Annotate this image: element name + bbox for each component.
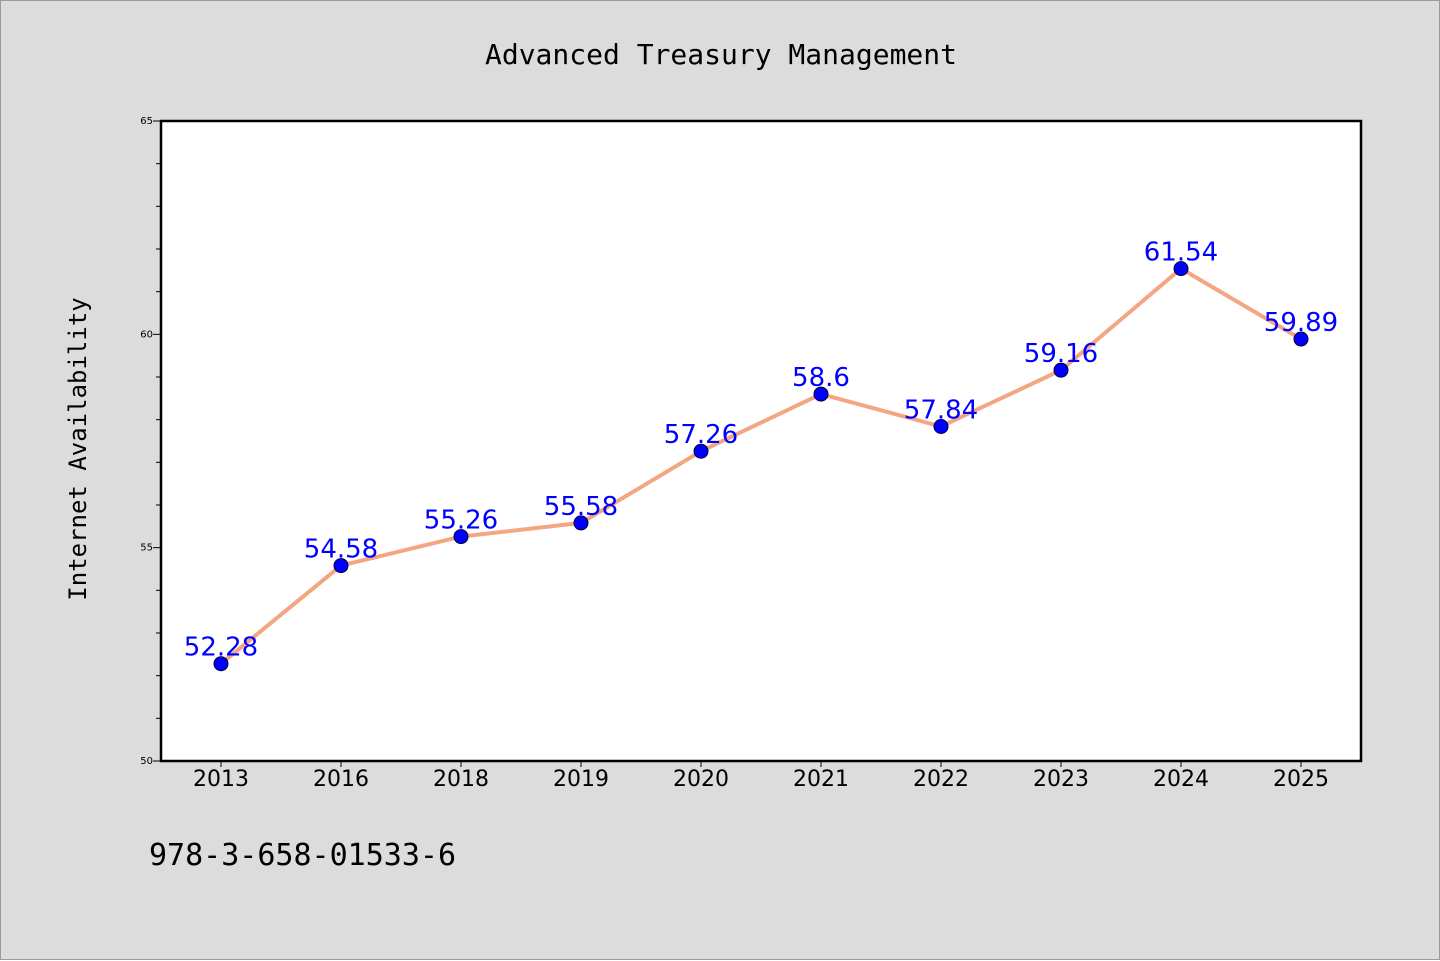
series-layer bbox=[213, 261, 1309, 672]
data-point bbox=[1173, 261, 1189, 277]
x-axis: 2013 2016 2018 2019 2020 2021 2022 2023 2024 2025 bbox=[193, 761, 1329, 792]
data-point bbox=[1293, 331, 1309, 347]
data-point bbox=[693, 443, 709, 459]
x-tick-label: 2022 bbox=[913, 767, 969, 792]
data-point bbox=[1053, 362, 1069, 378]
data-label: 52.28 bbox=[184, 633, 258, 663]
x-tick-label: 2019 bbox=[553, 767, 609, 792]
data-point bbox=[213, 656, 229, 672]
x-tick-label: 2018 bbox=[433, 767, 489, 792]
data-point bbox=[453, 529, 469, 545]
x-tick-label: 2025 bbox=[1273, 767, 1329, 792]
data-label: 57.84 bbox=[904, 395, 978, 425]
data-label: 54.58 bbox=[304, 535, 378, 565]
y-tick-label: 65 bbox=[140, 116, 153, 127]
y-tick-label: 55 bbox=[140, 543, 153, 554]
data-label: 61.54 bbox=[1144, 238, 1218, 268]
x-tick-label: 2021 bbox=[793, 767, 849, 792]
data-label: 57.26 bbox=[664, 420, 738, 450]
series-line bbox=[219, 266, 1303, 666]
footer-note: 978-3-658-01533-6 bbox=[149, 838, 456, 873]
y-tick-label: 60 bbox=[140, 329, 153, 340]
data-label: 55.26 bbox=[424, 506, 498, 536]
data-point bbox=[813, 386, 829, 402]
y-axis-label: Internet Availability bbox=[64, 297, 92, 600]
data-label: 55.58 bbox=[544, 492, 618, 522]
y-axis: 50 55 60 65 bbox=[140, 116, 161, 767]
plot-area bbox=[159, 119, 1363, 763]
y-tick-label: 50 bbox=[140, 756, 153, 767]
x-tick-label: 2013 bbox=[193, 767, 249, 792]
chart-title: Advanced Treasury Management bbox=[485, 38, 957, 71]
data-point bbox=[933, 418, 949, 434]
x-tick-label: 2024 bbox=[1153, 767, 1209, 792]
x-tick-label: 2023 bbox=[1033, 767, 1089, 792]
x-tick-label: 2016 bbox=[313, 767, 369, 792]
data-label: 59.89 bbox=[1264, 308, 1338, 338]
data-label-layer: 52.28 54.58 55.26 55.58 57.26 58.6 57.84 59.16 6… bbox=[184, 238, 1338, 663]
data-label: 59.16 bbox=[1024, 339, 1098, 369]
data-point bbox=[573, 515, 589, 531]
x-tick-label: 2020 bbox=[673, 767, 729, 792]
data-point bbox=[333, 558, 349, 574]
data-label: 58.6 bbox=[792, 363, 850, 393]
